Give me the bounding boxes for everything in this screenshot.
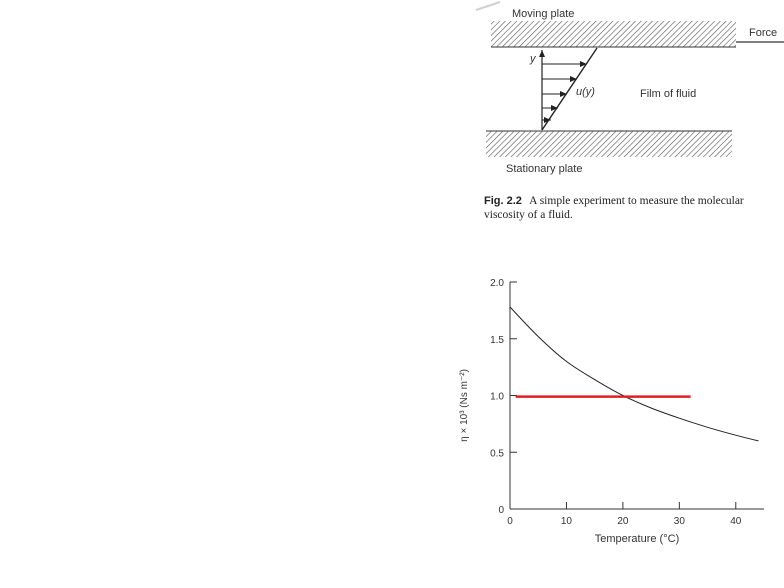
x-tick-label: 30 xyxy=(674,516,686,527)
velocity-label: u(y) xyxy=(576,86,595,98)
y-tick-label: 0.5 xyxy=(490,448,504,459)
y-tick-label: 1.5 xyxy=(490,335,504,346)
chart-y-ticks: 0 0.5 1.0 1.5 2.0 xyxy=(490,278,517,516)
caption-text-1: A simple experiment to measure the molec… xyxy=(529,195,744,207)
caption-line-2: viscosity of a fluid. xyxy=(484,209,573,221)
figure-caption: Fig. 2.2 A simple experiment to measure … xyxy=(484,195,744,221)
stationary-plate-label: Stationary plate xyxy=(506,163,582,175)
chart-x-ticks: 0 10 20 30 40 xyxy=(507,502,742,527)
moving-plate xyxy=(491,21,736,47)
moving-plate-label: Moving plate xyxy=(512,8,574,20)
caption-fig-number: Fig. 2.2 xyxy=(484,195,522,207)
stationary-plate xyxy=(486,131,732,157)
y-tick-label: 1.0 xyxy=(490,392,504,403)
x-tick-label: 0 xyxy=(507,516,513,527)
velocity-profile-line xyxy=(541,47,598,131)
film-of-fluid-label: Film of fluid xyxy=(640,88,696,100)
viscosity-chart: 0 0.5 1.0 1.5 2.0 0 10 20 30 40 Temperature (°C)… xyxy=(459,278,764,545)
y-tick-label: 2.0 xyxy=(490,278,504,289)
x-axis-title: Temperature (°C) xyxy=(595,533,679,545)
x-tick-label: 40 xyxy=(730,516,742,527)
viscosity-curve xyxy=(509,306,759,442)
y-axis-title: η × 10³ (Ns m⁻²) xyxy=(459,369,470,442)
y-axis-label: y xyxy=(529,53,537,65)
scan-mark xyxy=(475,1,501,11)
velocity-arrows xyxy=(542,61,587,123)
couette-diagram: Moving plate Force y u(y) Film of fluid … xyxy=(475,1,784,175)
x-tick-label: 20 xyxy=(617,516,629,527)
caption-line-1: Fig. 2.2 A simple experiment to measure … xyxy=(484,195,744,207)
x-tick-label: 10 xyxy=(561,516,573,527)
force-label: Force xyxy=(749,27,777,39)
y-tick-label: 0 xyxy=(498,505,504,516)
